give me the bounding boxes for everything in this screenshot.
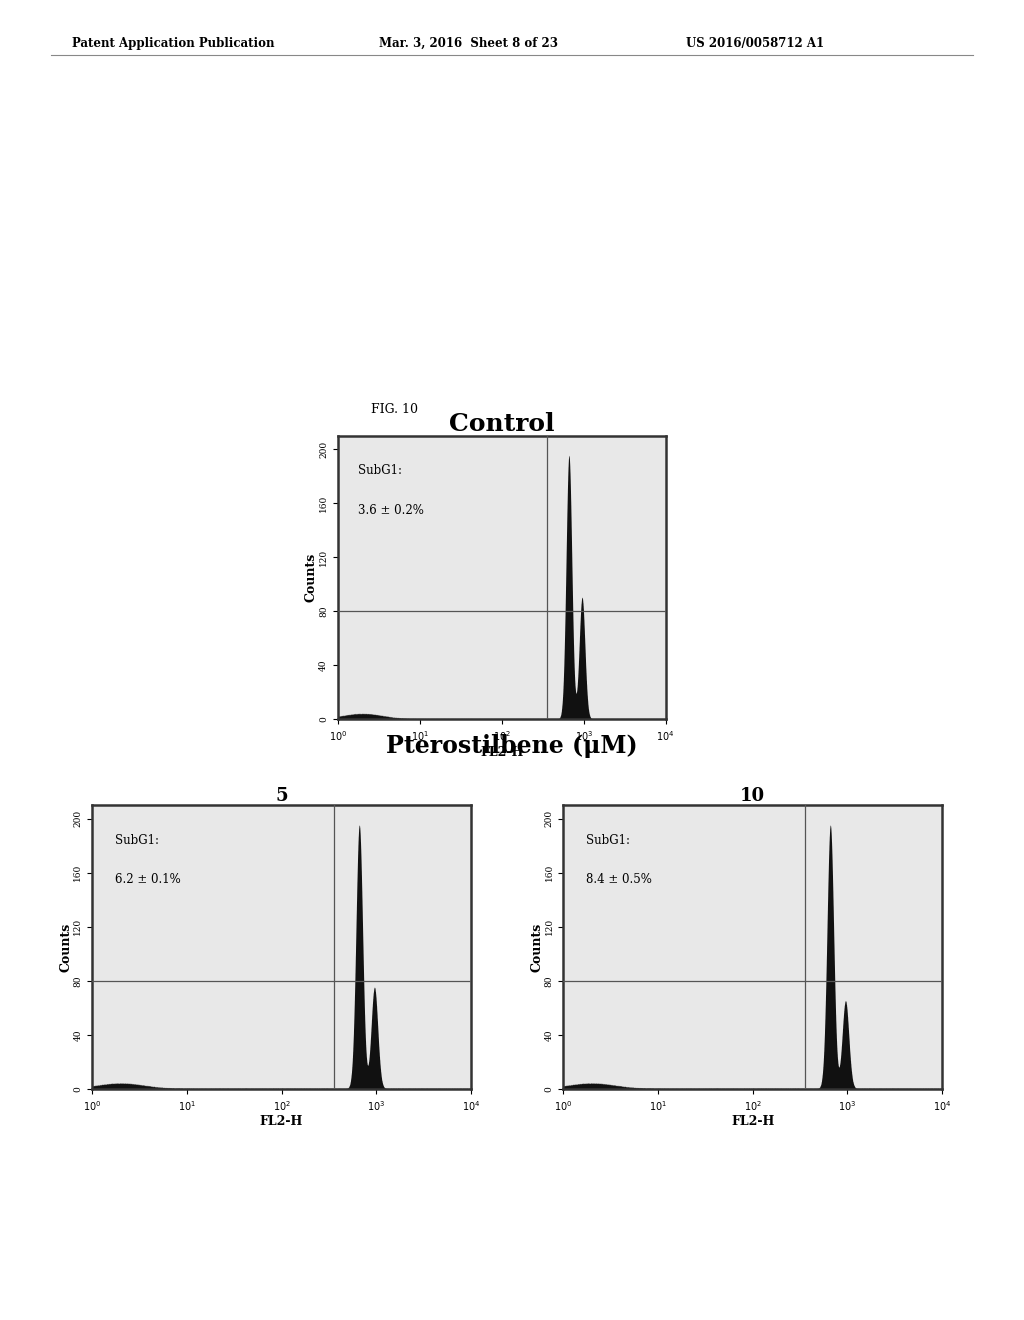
Y-axis label: Counts: Counts	[530, 923, 543, 972]
Title: 10: 10	[740, 787, 765, 805]
Text: Pterostilbene (μM): Pterostilbene (μM)	[386, 734, 638, 758]
Text: 8.4 ± 0.5%: 8.4 ± 0.5%	[586, 874, 652, 886]
Text: 3.6 ± 0.2%: 3.6 ± 0.2%	[357, 504, 424, 516]
Text: 6.2 ± 0.1%: 6.2 ± 0.1%	[115, 874, 180, 886]
Text: US 2016/0058712 A1: US 2016/0058712 A1	[686, 37, 824, 50]
X-axis label: FL2-H: FL2-H	[731, 1115, 774, 1129]
Text: FIG. 10: FIG. 10	[371, 403, 418, 416]
Text: Mar. 3, 2016  Sheet 8 of 23: Mar. 3, 2016 Sheet 8 of 23	[379, 37, 558, 50]
Title: 5: 5	[275, 787, 288, 805]
Text: SubG1:: SubG1:	[357, 463, 401, 477]
Text: SubG1:: SubG1:	[586, 834, 630, 846]
Title: Control: Control	[449, 412, 555, 436]
Text: Patent Application Publication: Patent Application Publication	[72, 37, 274, 50]
Text: SubG1:: SubG1:	[115, 834, 159, 846]
Y-axis label: Counts: Counts	[305, 553, 317, 602]
Y-axis label: Counts: Counts	[59, 923, 72, 972]
X-axis label: FL2-H: FL2-H	[260, 1115, 303, 1129]
X-axis label: FL2-H: FL2-H	[480, 746, 523, 759]
